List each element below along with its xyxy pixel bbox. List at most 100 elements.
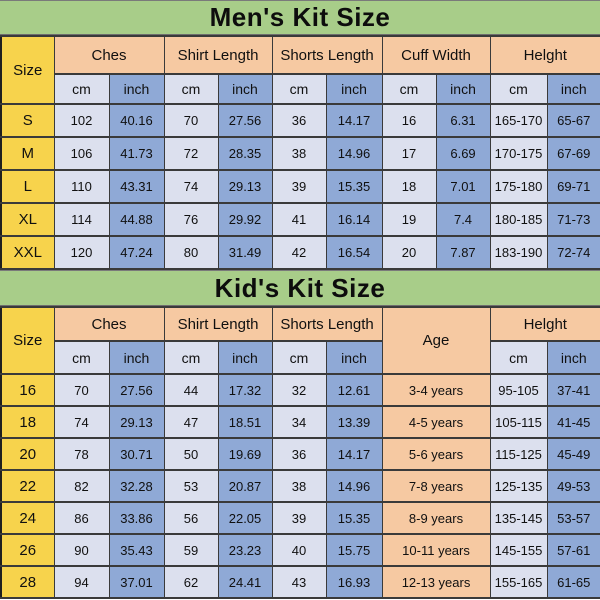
inch-value-cell: 72-74 <box>546 235 600 270</box>
cm-unit-header: cm <box>163 73 219 105</box>
inch-unit-header: inch <box>217 73 273 105</box>
kids-shirt-length-column-header: Shirt Length <box>163 306 273 342</box>
inch-value-cell: 14.96 <box>325 136 383 171</box>
size-cell: M <box>0 136 55 171</box>
cm-value-cell: 78 <box>53 437 110 471</box>
inch-unit-header: inch <box>217 340 273 375</box>
cm-value-cell: 38 <box>271 469 327 503</box>
inch-value-cell: 30.71 <box>108 437 165 471</box>
inch-value-cell: 6.69 <box>435 136 491 171</box>
cm-value-cell: 86 <box>53 501 110 535</box>
height-inch-cell: 41-45 <box>546 405 600 439</box>
age-cell: 5-6 years <box>381 437 491 471</box>
cm-value-cell: 36 <box>271 103 327 138</box>
height-inch-cell: 53-57 <box>546 501 600 535</box>
kids-age-column-header: Age <box>381 306 491 375</box>
cm-value-cell: 102 <box>53 103 110 138</box>
cm-unit-header: cm <box>163 340 219 375</box>
kids-table-row: 18 74 29.13 47 18.51 34 13.39 4-5 years 105-115 4… <box>0 405 600 439</box>
mens-chest-column-header: Ches <box>53 35 165 75</box>
cm-value-cell: 114 <box>53 202 110 237</box>
height-cm-cell: 105-115 <box>489 405 548 439</box>
size-cell: 26 <box>0 533 55 567</box>
cm-value-cell: 16 <box>381 103 437 138</box>
inch-unit-header: inch <box>108 340 165 375</box>
mens-title: Men's Kit Size <box>209 2 391 32</box>
mens-table-row: XXL 120 47.24 80 31.49 42 16.54 20 7.87 183-190 72… <box>0 235 600 270</box>
inch-value-cell: 44.88 <box>108 202 165 237</box>
inch-unit-header: inch <box>546 340 600 375</box>
cm-value-cell: 94 <box>53 565 110 599</box>
kids-header-unit-row: cm inch cm inch cm inch cm inch <box>1 340 600 375</box>
inch-value-cell: 16.14 <box>325 202 383 237</box>
inch-value-cell: 35.43 <box>108 533 165 567</box>
cm-value-cell: 180-185 <box>489 202 548 237</box>
mens-table-row: L 110 43.31 74 29.13 39 15.35 18 7.01 175-180 69-7… <box>0 169 600 204</box>
inch-value-cell: 37.01 <box>108 565 165 599</box>
height-cm-cell: 115-125 <box>489 437 548 471</box>
cm-value-cell: 165-170 <box>489 103 548 138</box>
inch-unit-header: inch <box>325 340 383 375</box>
mens-shirt-length-column-header: Shirt Length <box>163 35 273 75</box>
cm-value-cell: 44 <box>163 373 219 407</box>
size-cell: 24 <box>0 501 55 535</box>
inch-value-cell: 71-73 <box>546 202 600 237</box>
age-cell: 3-4 years <box>381 373 491 407</box>
cm-value-cell: 42 <box>271 235 327 270</box>
cm-unit-header: cm <box>271 340 327 375</box>
height-cm-cell: 145-155 <box>489 533 548 567</box>
cm-unit-header: cm <box>53 73 110 105</box>
cm-unit-header: cm <box>53 340 110 375</box>
kids-height-column-header: Helght <box>489 306 600 342</box>
cm-value-cell: 70 <box>53 373 110 407</box>
inch-value-cell: 13.39 <box>325 405 383 439</box>
cm-value-cell: 170-175 <box>489 136 548 171</box>
cm-value-cell: 18 <box>381 169 437 204</box>
mens-table-row: M 106 41.73 72 28.35 38 14.96 17 6.69 170-175 67-6… <box>0 136 600 171</box>
inch-unit-header: inch <box>435 73 491 105</box>
cm-value-cell: 39 <box>271 501 327 535</box>
inch-value-cell: 27.56 <box>217 103 273 138</box>
kids-chest-column-header: Ches <box>53 306 165 342</box>
cm-value-cell: 56 <box>163 501 219 535</box>
height-inch-cell: 49-53 <box>546 469 600 503</box>
inch-value-cell: 12.61 <box>325 373 383 407</box>
height-cm-cell: 95-105 <box>489 373 548 407</box>
kids-shorts-length-column-header: Shorts Length <box>271 306 383 342</box>
inch-value-cell: 16.54 <box>325 235 383 270</box>
kids-table-row: 26 90 35.43 59 23.23 40 15.75 10-11 years 145-15… <box>0 533 600 567</box>
height-cm-cell: 135-145 <box>489 501 548 535</box>
age-cell: 7-8 years <box>381 469 491 503</box>
cm-value-cell: 110 <box>53 169 110 204</box>
cm-value-cell: 19 <box>381 202 437 237</box>
cm-value-cell: 70 <box>163 103 219 138</box>
cm-value-cell: 17 <box>381 136 437 171</box>
cm-value-cell: 120 <box>53 235 110 270</box>
inch-value-cell: 14.17 <box>325 437 383 471</box>
size-cell: 22 <box>0 469 55 503</box>
inch-value-cell: 24.41 <box>217 565 273 599</box>
mens-title-banner: Men's Kit Size <box>0 0 600 35</box>
cm-value-cell: 38 <box>271 136 327 171</box>
size-cell: 16 <box>0 373 55 407</box>
kids-table-row: 22 82 32.28 53 20.87 38 14.96 7-8 years 125-135 4… <box>0 469 600 503</box>
kids-size-column-header: Size <box>0 306 55 375</box>
cm-value-cell: 175-180 <box>489 169 548 204</box>
mens-shorts-length-column-header: Shorts Length <box>271 35 383 75</box>
inch-value-cell: 20.87 <box>217 469 273 503</box>
height-inch-cell: 37-41 <box>546 373 600 407</box>
inch-unit-header: inch <box>325 73 383 105</box>
mens-height-column-header: Helght <box>489 35 600 75</box>
inch-value-cell: 47.24 <box>108 235 165 270</box>
inch-value-cell: 29.13 <box>217 169 273 204</box>
age-cell: 8-9 years <box>381 501 491 535</box>
inch-value-cell: 27.56 <box>108 373 165 407</box>
cm-value-cell: 40 <box>271 533 327 567</box>
inch-value-cell: 7.01 <box>435 169 491 204</box>
inch-value-cell: 17.32 <box>217 373 273 407</box>
inch-value-cell: 19.69 <box>217 437 273 471</box>
mens-header-unit-row: cm inch cm inch cm inch cm inch cm inch <box>1 73 600 105</box>
mens-table-body: S 102 40.16 70 27.56 36 14.17 16 6.31 165-170 65-6… <box>0 103 600 270</box>
cm-value-cell: 53 <box>163 469 219 503</box>
